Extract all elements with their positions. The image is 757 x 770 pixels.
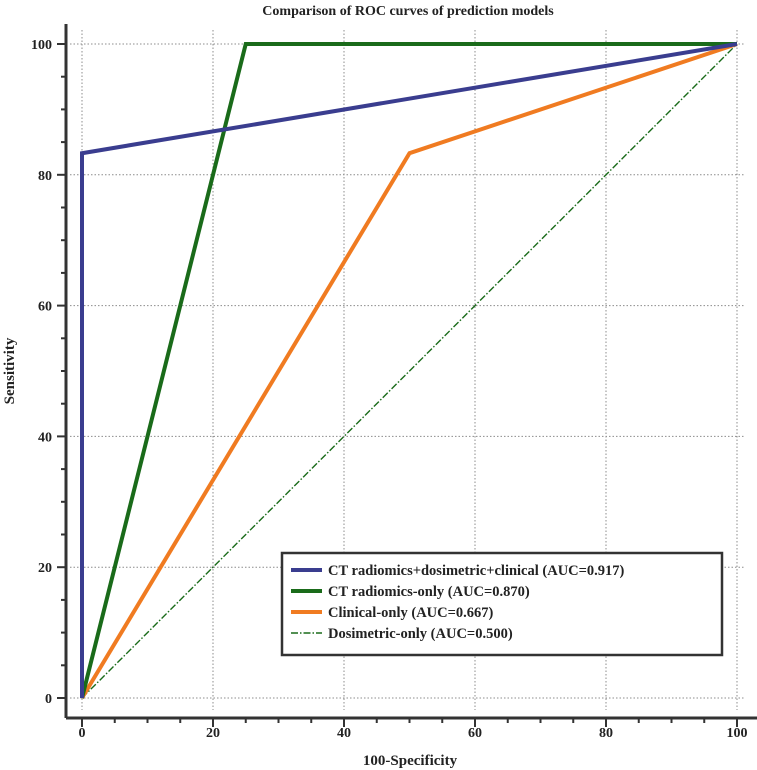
series-line-1 <box>80 42 738 698</box>
series-line-4 <box>81 43 738 699</box>
legend-label-1: CT radiomics+dosimetric+clinical (AUC=0.… <box>328 563 625 579</box>
series-group <box>80 42 738 700</box>
series-line-2 <box>80 42 737 699</box>
legend-label-4: Dosimetric-only (AUC=0.500) <box>328 626 513 642</box>
legend: CT radiomics+dosimetric+clinical (AUC=0.… <box>280 551 724 657</box>
y-tick-label: 20 <box>38 561 52 576</box>
tick-labels: 0 20 40 60 80 100 0 20 40 60 80 100 <box>31 38 748 741</box>
x-tick-label: 40 <box>337 726 351 741</box>
x-axis-label: 100-Specificity <box>363 753 458 769</box>
legend-label-2: CT radiomics-only (AUC=0.870) <box>328 584 530 600</box>
ticks <box>57 43 738 727</box>
x-tick-label: 80 <box>599 726 613 741</box>
legend-box <box>280 551 724 657</box>
series-line-3 <box>80 42 738 700</box>
y-tick-label: 80 <box>38 169 52 184</box>
x-tick-label: 20 <box>206 726 220 741</box>
x-tick-label: 0 <box>79 726 86 741</box>
x-tick-label: 60 <box>468 726 482 741</box>
y-tick-label: 0 <box>45 692 52 707</box>
y-tick-label: 40 <box>38 430 52 445</box>
y-axis-label: Sensitivity <box>2 337 18 404</box>
legend-label-3: Clinical-only (AUC=0.667) <box>328 605 494 621</box>
y-tick-label: 60 <box>38 300 52 315</box>
chart-title: Comparison of ROC curves of prediction m… <box>262 4 554 19</box>
x-tick-label: 100 <box>727 726 748 741</box>
y-tick-label: 100 <box>31 38 52 53</box>
